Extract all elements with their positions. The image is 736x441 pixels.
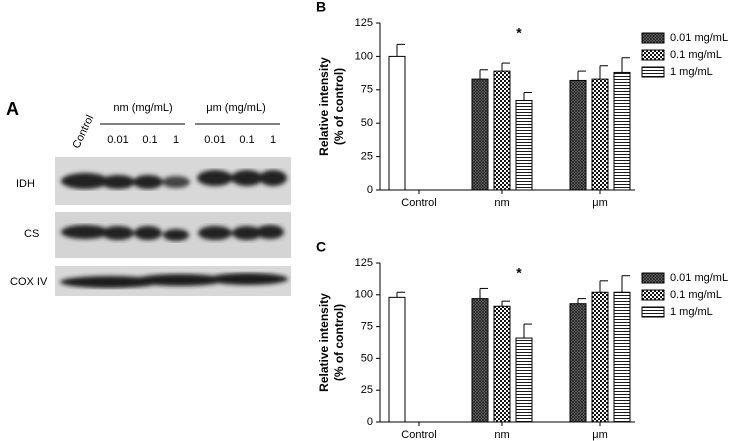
x-tick-label: μm — [592, 197, 608, 209]
legend-label: 0.1 mg/mL — [670, 289, 722, 301]
y-tick-label: 75 — [361, 321, 373, 333]
y-axis-label: Relative intensity — [317, 293, 331, 392]
annotation: * — [516, 25, 522, 41]
bar — [591, 291, 609, 423]
x-tick-label: nm — [494, 197, 509, 209]
bar — [471, 78, 489, 191]
annotation: * — [516, 265, 522, 281]
panel-label: C — [316, 239, 326, 255]
bar — [388, 55, 406, 191]
legend-swatch — [641, 32, 665, 44]
dose-label: 0.01 — [204, 134, 225, 146]
dose-label: 1 — [270, 134, 276, 146]
legend-swatch — [641, 272, 665, 284]
y-tick-label: 0 — [367, 184, 373, 196]
row-label: IDH — [16, 178, 35, 190]
bar — [613, 291, 631, 423]
y-tick-label: 50 — [361, 117, 373, 129]
y-tick-label: 50 — [361, 352, 373, 364]
bar — [388, 296, 406, 423]
group-label: μm (mg/mL) — [206, 102, 266, 114]
dose-label: 0.1 — [142, 134, 157, 146]
y-axis-label: (% of control) — [332, 304, 346, 381]
legend-swatch — [641, 49, 665, 61]
y-tick-label: 75 — [361, 84, 373, 96]
legend-label: 1 mg/mL — [670, 66, 713, 78]
bar — [569, 303, 587, 423]
y-tick-label: 125 — [355, 257, 373, 269]
x-tick-label: μm — [592, 429, 608, 441]
bar — [569, 79, 587, 191]
bar — [493, 305, 511, 423]
legend-swatch — [641, 66, 665, 78]
x-tick-label: Control — [401, 197, 436, 209]
dose-label: 1 — [173, 134, 179, 146]
y-tick-label: 25 — [361, 384, 373, 396]
bar — [515, 99, 533, 191]
y-tick-label: 0 — [367, 416, 373, 428]
bar — [613, 71, 631, 191]
dose-label: 0.01 — [107, 134, 128, 146]
y-tick-label: 25 — [361, 151, 373, 163]
panel-label: B — [316, 0, 326, 15]
x-tick-label: Control — [401, 429, 436, 441]
row-label: CS — [24, 228, 39, 240]
legend-swatch — [641, 289, 665, 301]
y-axis-label: (% of control) — [332, 68, 346, 145]
legend-label: 0.01 mg/mL — [670, 32, 728, 44]
legend-label: 1 mg/mL — [670, 306, 713, 318]
y-axis-label: Relative intensity — [317, 57, 331, 156]
legend-label: 0.1 mg/mL — [670, 49, 722, 61]
y-tick-label: 100 — [355, 289, 373, 301]
x-tick-label: nm — [494, 429, 509, 441]
panel-label: A — [6, 99, 19, 119]
blot — [55, 157, 291, 296]
row-label: COX IV — [10, 276, 48, 288]
bar — [471, 298, 489, 423]
bar — [493, 70, 511, 191]
y-tick-label: 125 — [355, 17, 373, 29]
lane-label: Control — [70, 113, 96, 150]
legend-swatch — [641, 306, 665, 318]
y-tick-label: 100 — [355, 50, 373, 62]
bar — [591, 78, 609, 191]
bar — [515, 337, 533, 423]
dose-label: 0.1 — [239, 134, 254, 146]
group-label: nm (mg/mL) — [113, 102, 172, 114]
legend-label: 0.01 mg/mL — [670, 272, 728, 284]
